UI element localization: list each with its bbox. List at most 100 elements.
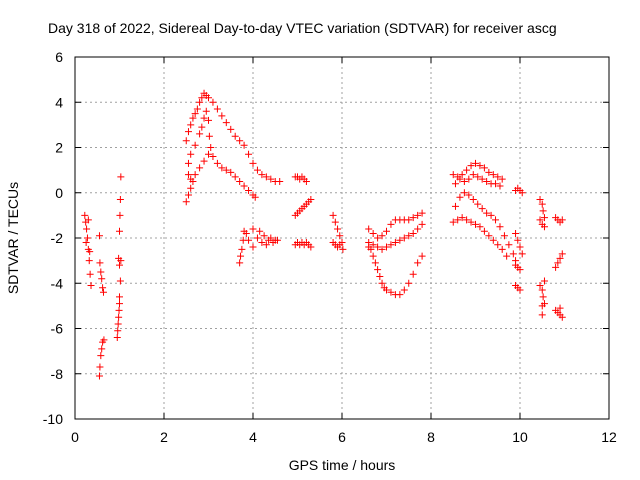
data-series [236, 225, 281, 267]
data-point-marker [451, 180, 459, 188]
data-point-marker [492, 180, 500, 188]
data-point-marker [236, 177, 244, 185]
data-point-marker [196, 164, 204, 172]
data-point-marker [539, 293, 547, 301]
data-series [536, 196, 548, 319]
data-point-marker [518, 189, 526, 197]
data-point-marker [449, 218, 457, 226]
data-point-marker [458, 171, 466, 179]
data-point-marker [209, 153, 217, 161]
data-point-marker [489, 236, 497, 244]
data-point-marker [558, 250, 566, 258]
data-point-marker [117, 173, 125, 181]
data-point-marker [116, 211, 124, 219]
data-point-marker [552, 263, 560, 271]
data-point-marker [116, 196, 124, 204]
data-point-marker [487, 211, 495, 219]
data-point-marker [245, 150, 253, 158]
data-point-marker [418, 252, 426, 260]
data-point-marker [258, 239, 266, 247]
y-tick-label: 0 [55, 185, 63, 201]
x-axis-label: GPS time / hours [289, 457, 396, 473]
data-point-marker [187, 150, 195, 158]
data-point-marker [396, 236, 404, 244]
y-tick-labels: -10 -8 -6 -4 -2 0 2 4 6 [43, 49, 63, 427]
data-point-marker [189, 114, 197, 122]
data-point-marker [267, 234, 275, 242]
x-tick-label: 6 [338, 429, 346, 445]
data-point-marker [84, 216, 92, 224]
data-point-marker [465, 191, 473, 199]
data-point-marker [115, 306, 123, 314]
y-tick-label: 4 [55, 94, 63, 110]
data-points [81, 89, 566, 380]
data-point-marker [302, 177, 310, 185]
data-point-marker [456, 175, 464, 183]
data-point-marker [187, 184, 195, 192]
data-series [113, 173, 125, 342]
y-tick-label: -6 [51, 321, 64, 337]
data-point-marker [489, 171, 497, 179]
data-point-marker [480, 164, 488, 172]
data-point-marker [97, 352, 105, 360]
data-point-marker [480, 227, 488, 235]
data-point-marker [485, 232, 493, 240]
data-point-marker [485, 168, 493, 176]
data-point-marker [405, 232, 413, 240]
data-point-marker [249, 225, 257, 233]
data-point-marker [463, 216, 471, 224]
data-point-marker [222, 166, 230, 174]
data-point-marker [558, 216, 566, 224]
data-point-marker [516, 266, 524, 274]
data-point-marker [387, 220, 395, 228]
data-point-marker [198, 94, 206, 102]
data-point-marker [536, 196, 544, 204]
data-series [451, 189, 520, 265]
data-point-marker [516, 243, 524, 251]
data-point-marker [472, 159, 479, 167]
y-tick-label: -4 [51, 275, 64, 291]
data-series [451, 171, 504, 190]
data-point-marker [400, 286, 408, 294]
data-series [184, 107, 259, 201]
data-point-marker [116, 261, 123, 269]
x-tick-label: 8 [427, 429, 435, 445]
data-point-marker [115, 313, 123, 321]
data-point-marker [258, 171, 266, 179]
data-point-marker [86, 248, 94, 256]
data-point-marker [267, 175, 275, 183]
data-point-marker [236, 137, 244, 145]
data-point-marker [371, 259, 379, 267]
data-point-marker [182, 198, 190, 206]
data-point-marker [400, 234, 408, 242]
data-point-marker [496, 182, 504, 190]
data-point-marker [81, 211, 89, 219]
data-point-marker [191, 171, 199, 179]
y-axis-label: SDTVAR / TECUs [5, 182, 21, 294]
data-point-marker [184, 191, 192, 199]
y-tick-label: -10 [43, 411, 63, 427]
data-point-marker [213, 159, 221, 167]
data-point-marker [376, 272, 384, 280]
y-tick-label: 2 [55, 140, 63, 156]
data-point-marker [383, 227, 390, 235]
data-point-marker [205, 94, 212, 102]
data-point-marker [456, 193, 464, 201]
data-point-marker [472, 220, 479, 228]
data-series [291, 173, 315, 251]
data-point-marker [414, 225, 422, 233]
data-point-marker [409, 270, 417, 278]
data-point-marker [478, 175, 486, 183]
data-point-marker [494, 173, 502, 181]
data-point-marker [193, 105, 201, 113]
data-point-marker [82, 239, 90, 247]
data-point-marker [237, 252, 245, 260]
data-point-marker [245, 186, 253, 194]
data-point-marker [276, 177, 284, 185]
data-point-marker [503, 252, 511, 260]
data-point-marker [98, 345, 106, 353]
data-point-marker [87, 282, 95, 290]
data-point-marker [514, 236, 522, 244]
data-point-marker [463, 166, 471, 174]
